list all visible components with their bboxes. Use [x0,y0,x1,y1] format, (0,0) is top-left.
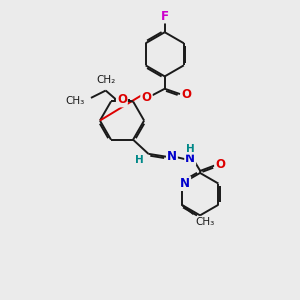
Text: F: F [161,10,169,22]
Text: N: N [180,177,190,190]
Text: CH₃: CH₃ [66,96,85,106]
Text: CH₃: CH₃ [195,217,214,227]
Text: N: N [185,152,195,165]
Text: O: O [142,91,152,104]
Text: CH₂: CH₂ [96,75,115,85]
Text: H: H [186,144,195,154]
Text: O: O [117,94,127,106]
Text: H: H [135,155,143,165]
Text: O: O [142,91,152,104]
Text: O: O [215,158,225,171]
Text: O: O [182,88,191,101]
Text: N: N [167,150,177,163]
